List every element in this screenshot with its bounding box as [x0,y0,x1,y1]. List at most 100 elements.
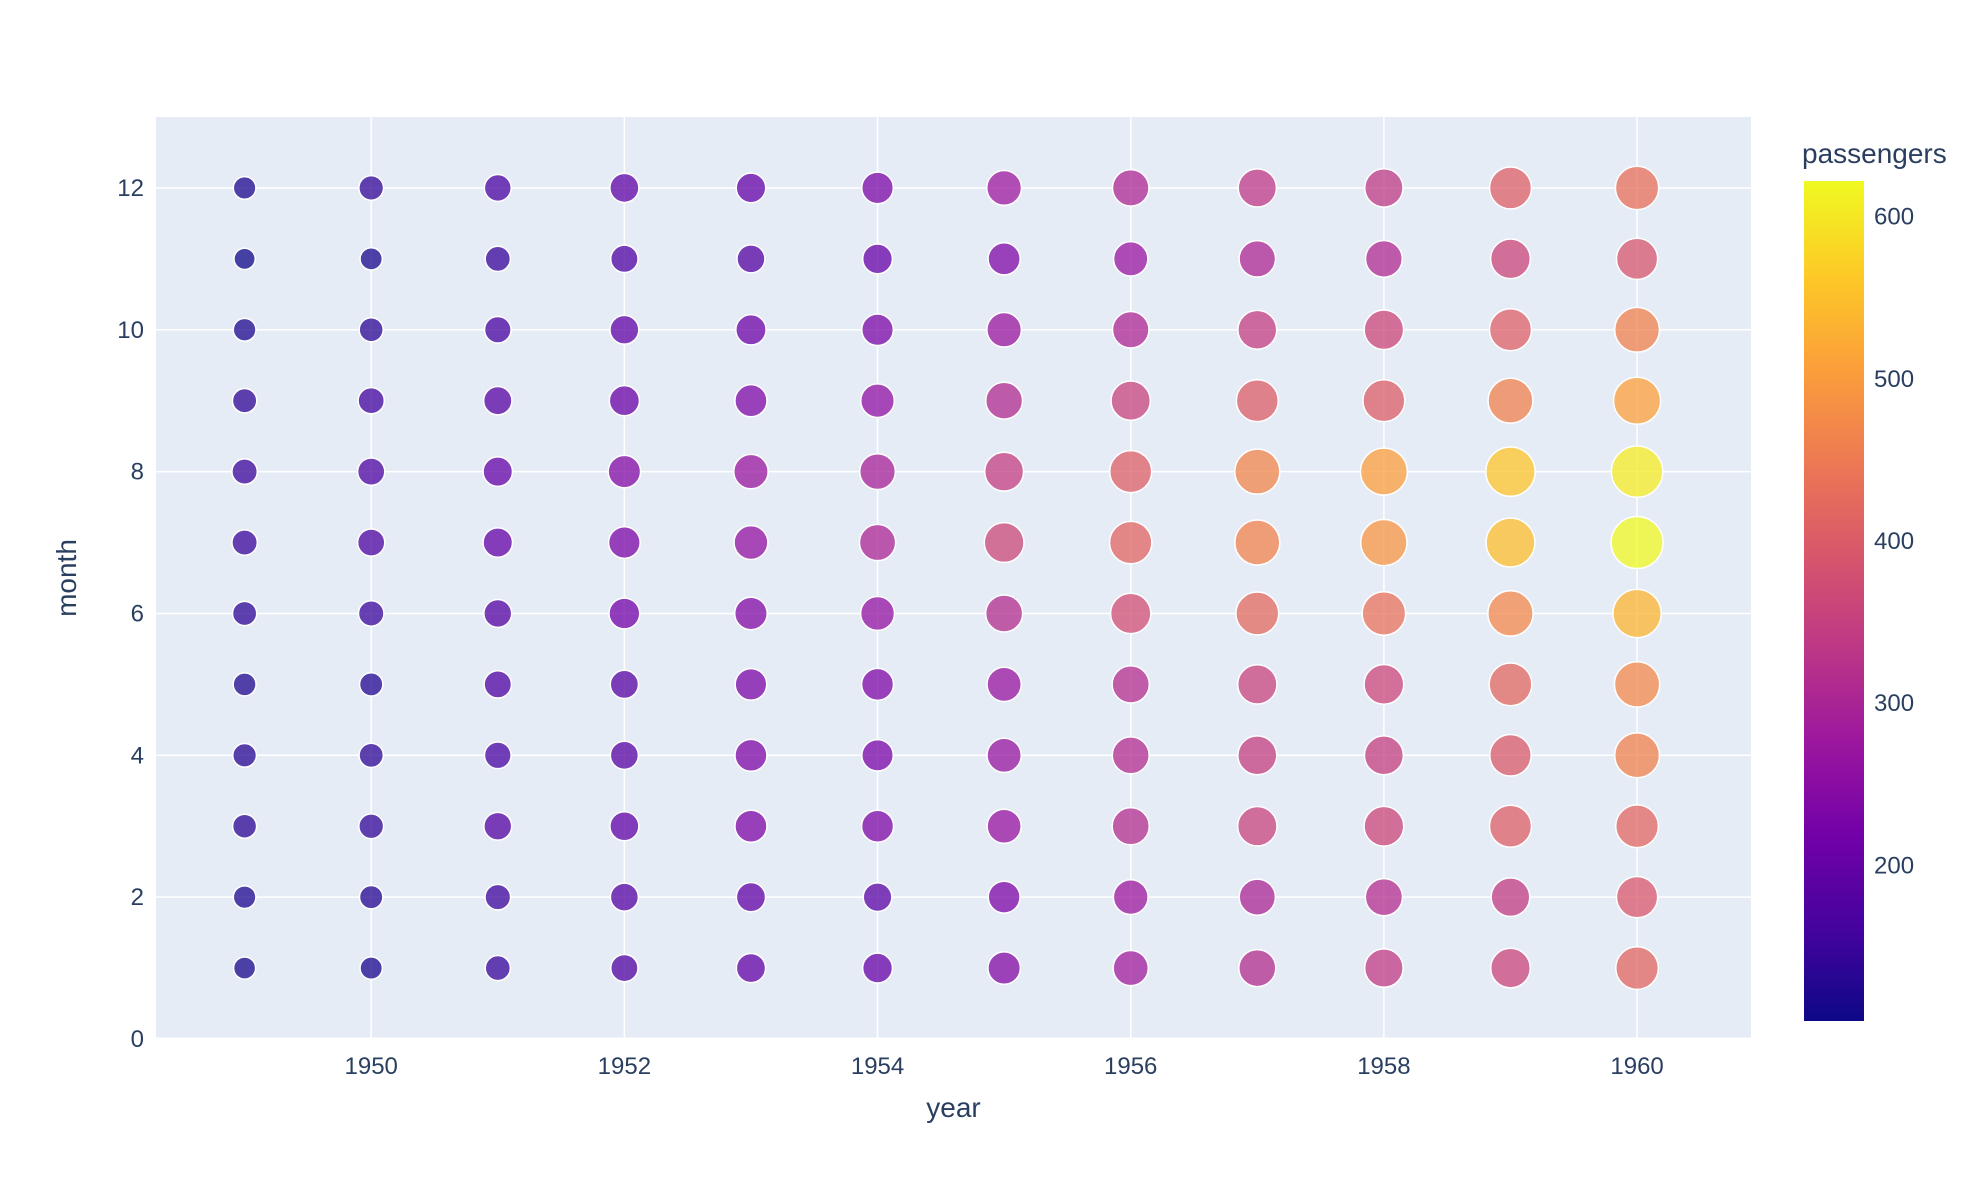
bubble-point[interactable] [484,954,512,982]
bubble-point[interactable] [1234,519,1281,566]
bubble-point[interactable] [1235,378,1280,423]
bubble-point[interactable] [1237,168,1278,208]
bubble-point[interactable] [1109,592,1152,635]
bubble-point[interactable] [231,529,259,556]
bubble-point[interactable] [232,672,257,697]
bubble-point[interactable] [1111,806,1151,846]
bubble-point[interactable] [987,880,1021,914]
bubble-point[interactable] [1236,805,1278,847]
bubble-point[interactable] [861,171,895,205]
bubble-point[interactable] [860,809,895,843]
bubble-point[interactable] [607,525,641,560]
bubble-point[interactable] [733,596,768,631]
bubble-point[interactable] [987,951,1022,986]
bubble-point[interactable] [1615,875,1659,919]
bubble-point[interactable] [861,313,895,347]
bubble-point[interactable] [733,524,769,561]
bubble-point[interactable] [609,882,640,912]
bubble-point[interactable] [983,521,1025,564]
bubble-point[interactable] [986,169,1023,207]
bubble-point[interactable] [1613,306,1661,353]
bubble-point[interactable] [858,453,897,491]
bubble-point[interactable] [356,457,386,486]
bubble-point[interactable] [735,881,767,913]
bubble-point[interactable] [356,528,386,557]
bubble-point[interactable] [609,669,640,700]
bubble-point[interactable] [359,246,384,271]
bubble-point[interactable] [735,313,767,346]
bubble-point[interactable] [483,315,512,344]
bubble-point[interactable] [231,813,258,839]
bubble-point[interactable] [861,243,894,275]
bubble-point[interactable] [482,456,514,488]
bubble-point[interactable] [986,737,1022,774]
bubble-point[interactable] [608,597,641,630]
bubble-point[interactable] [1485,446,1536,498]
bubble-point[interactable] [483,669,513,699]
bubble-point[interactable] [1488,307,1533,352]
bubble-point[interactable] [1236,663,1278,705]
bubble-point[interactable] [1362,378,1406,423]
bubble-point[interactable] [1612,588,1662,639]
bubble-point[interactable] [736,244,766,274]
bubble-point[interactable] [986,808,1022,845]
bubble-point[interactable] [735,172,767,204]
bubble-point[interactable] [1110,380,1152,422]
bubble-point[interactable] [1238,239,1277,278]
bubble-point[interactable] [1485,517,1536,568]
bubble-point[interactable] [232,742,258,768]
bubble-point[interactable] [986,666,1023,703]
bubble-point[interactable] [231,600,258,627]
bubble-point[interactable] [1108,520,1153,565]
bubble-point[interactable] [1111,168,1150,207]
bubble-point[interactable] [1615,237,1659,281]
bubble-point[interactable] [1363,735,1405,776]
bubble-point[interactable] [232,317,257,342]
bubble-point[interactable] [1488,662,1533,707]
bubble-point[interactable] [232,175,257,200]
bubble-point[interactable] [358,174,385,202]
bubble-point[interactable] [357,386,386,415]
bubble-point[interactable] [1238,948,1277,988]
bubble-point[interactable] [986,311,1023,348]
bubble-point[interactable] [1363,309,1405,351]
bubble-point[interactable] [609,244,639,274]
bubble-point[interactable] [1235,591,1280,636]
bubble-point[interactable] [734,667,768,701]
bubble-point[interactable] [1234,448,1281,495]
bubble-point[interactable] [1363,805,1405,847]
bubble-point[interactable] [987,242,1021,276]
bubble-point[interactable] [358,671,384,697]
bubble-point[interactable] [358,884,384,910]
bubble-point[interactable] [609,811,640,842]
bubble-point[interactable] [734,738,768,773]
bubble-point[interactable] [1613,732,1661,779]
bubble-point[interactable] [1610,515,1664,570]
bubble-point[interactable] [482,385,513,416]
bubble-point[interactable] [1610,445,1664,499]
bubble-point[interactable] [1614,165,1660,211]
bubble-point[interactable] [983,451,1025,492]
bubble-point[interactable] [734,809,768,844]
bubble-point[interactable] [1112,879,1149,916]
bubble-point[interactable] [1613,660,1661,708]
bubble-point[interactable] [1488,166,1533,210]
bubble-point[interactable] [1364,168,1404,208]
bubble-point[interactable] [859,595,896,632]
bubble-point[interactable] [233,247,256,271]
bubble-point[interactable] [733,453,769,490]
bubble-point[interactable] [1360,518,1408,567]
bubble-point[interactable] [1359,447,1409,496]
bubble-point[interactable] [860,383,896,419]
bubble-point[interactable] [1488,733,1532,777]
bubble-point[interactable] [1488,804,1533,848]
bubble-point[interactable] [483,811,513,841]
bubble-point[interactable] [231,387,258,414]
bubble-point[interactable] [358,742,385,769]
bubble-point[interactable] [1364,239,1404,278]
bubble-point[interactable] [483,173,512,203]
bubble-point[interactable] [1489,947,1532,989]
bubble-point[interactable] [1361,590,1407,636]
bubble-point[interactable] [357,599,385,627]
bubble-point[interactable] [483,741,512,770]
